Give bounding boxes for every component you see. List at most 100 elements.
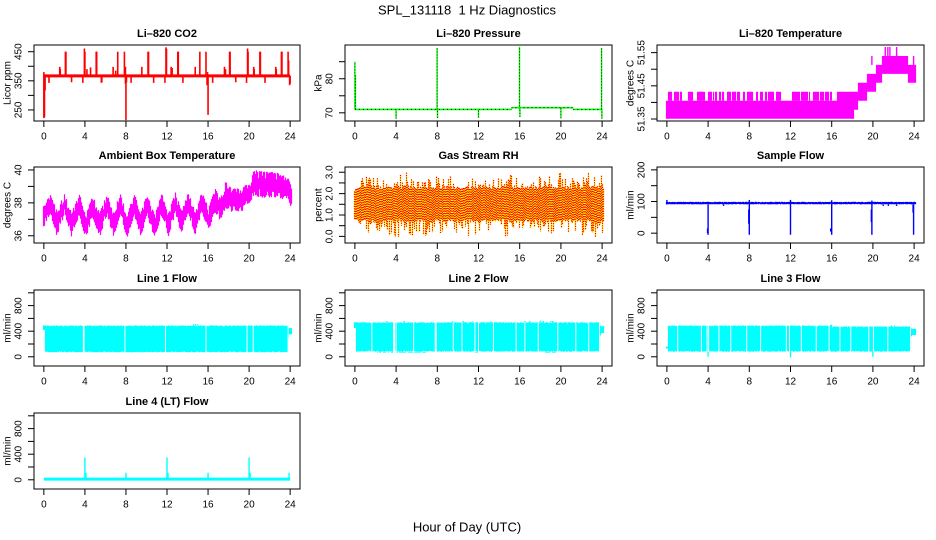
y-tick-label: 0.0 [325,229,336,243]
x-tick-label: 24 [909,254,921,265]
series-band [665,325,917,352]
panel-line2-flow: Line 2 Flow ml/min 0 400 800 0 4 8 12 16 20 24 [314,273,613,388]
x-tick-label: 4 [82,254,88,265]
x-tick-label: 0 [352,132,358,143]
x-tick-label: 16 [514,254,526,265]
panel-title: Ambient Box Temperature [99,150,236,162]
panel-title: Li–820 Pressure [436,28,520,40]
flicker-block [812,91,820,101]
flicker-block [687,91,694,101]
panel-line4-lt-flow: Line 4 (LT) Flow ml/min 0 400 800 0 4 8 12 16 20 24 [3,396,301,511]
x-tick-label: 0 [664,132,670,143]
y-tick-label: 51.35 [637,106,648,131]
flicker-block [791,91,798,101]
flicker-block [824,91,833,101]
x-tick-label: 12 [161,377,173,388]
x-tick-label: 0 [41,377,47,388]
x-tick-label: 8 [123,377,129,388]
y-axis-title: ml/min [3,436,14,465]
y-axis-title: Licor ppm [3,61,14,105]
flicker-block [395,351,427,353]
y-tick-label: 38 [14,197,25,209]
x-axis-title: Hour of Day (UTC) [413,520,521,535]
x-tick-label: 16 [826,377,838,388]
flicker-block [699,91,706,101]
flicker-block [737,91,746,101]
x-tick-label: 4 [82,132,88,143]
x-tick-label: 16 [202,500,214,511]
y-tick-label: 200 [637,161,648,178]
panel-sample-flow: Sample Flow ml/min 0 100 200 0 4 8 12 16 20 24 [626,150,925,265]
panel-line3-flow: Line 3 Flow ml/min 0 400 800 0 4 8 12 16 20 24 [626,273,925,388]
x-tick-label: 8 [123,254,129,265]
x-tick-label: 20 [244,132,256,143]
y-tick-label: 51.45 [637,73,648,98]
y-tick-label: 400 [14,445,25,462]
y-tick-label: 2.0 [325,186,336,200]
y-axis-title: ml/min [626,190,637,219]
x-tick-label: 20 [555,254,567,265]
x-tick-label: 24 [909,132,921,143]
panel-li820-pressure: Li–820 Pressure kPa 70 80 0 4 8 12 16 20 24 [314,28,613,143]
x-tick-label: 0 [41,254,47,265]
panel-title: Li–820 CO2 [137,28,197,40]
x-tick-label: 12 [785,254,797,265]
x-tick-label: 20 [555,377,567,388]
y-tick-label: 80 [325,73,336,85]
x-tick-label: 20 [555,132,567,143]
plot-area [665,199,917,235]
flicker-block [805,91,811,101]
y-tick-label: 40 [14,164,25,176]
x-tick-label: 0 [41,500,47,511]
x-tick-label: 8 [123,132,129,143]
x-tick-label: 8 [435,254,441,265]
x-tick-label: 4 [705,377,711,388]
x-tick-label: 4 [705,254,711,265]
series-band [665,56,917,119]
flicker-block [796,91,807,101]
x-tick-label: 12 [473,132,485,143]
x-tick-label: 4 [393,377,399,388]
flicker-block [767,91,775,101]
x-tick-label: 0 [664,377,670,388]
x-tick-label: 12 [473,377,485,388]
y-tick-label: 450 [14,43,25,60]
y-tick-label: 350 [14,72,25,89]
y-tick-label: 400 [637,322,648,339]
x-tick-label: 12 [161,132,173,143]
x-tick-label: 16 [826,254,838,265]
x-tick-label: 8 [435,132,441,143]
panel-line1-flow: Line 1 Flow ml/min 0 400 800 0 4 8 12 16 20 24 [3,273,301,388]
x-tick-label: 16 [826,132,838,143]
flicker-block [712,91,718,101]
panel-li820-temperature: Li–820 Temperature degrees C51.35 51.45 51.… [626,28,925,143]
figure-title: SPL_131118 1 Hz Diagnostics [378,3,557,18]
x-tick-label: 16 [202,377,214,388]
plot-area [353,320,605,353]
x-tick-label: 24 [597,132,609,143]
flicker-block [667,91,683,101]
flicker-block [819,91,825,101]
y-tick-label: 0 [637,230,648,236]
y-tick-label: 800 [14,420,25,437]
x-tick-label: 16 [202,254,214,265]
plot-area [353,172,605,238]
x-tick-label: 12 [785,377,797,388]
x-tick-label: 16 [202,132,214,143]
x-tick-label: 24 [285,132,297,143]
panel-title: Gas Stream RH [438,150,518,162]
plot-area [43,47,291,121]
y-tick-label: 0 [14,354,25,360]
x-tick-label: 20 [867,377,879,388]
flicker-block [696,91,702,101]
y-axis-title: kPa [314,74,325,92]
y-tick-label: 0 [637,354,648,360]
panel-title: Line 2 Flow [449,273,509,285]
x-tick-label: 8 [435,377,441,388]
flicker-block [727,91,734,101]
series-band [42,325,293,353]
panel-title: Line 3 Flow [761,273,821,285]
